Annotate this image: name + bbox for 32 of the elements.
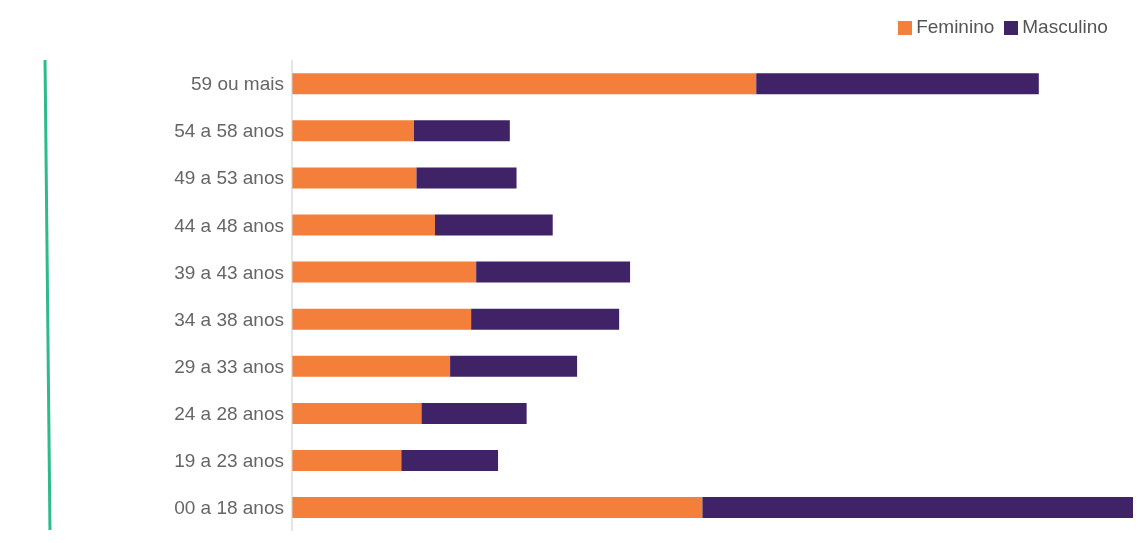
bar <box>401 449 499 471</box>
y-tick-label: 49 a 53 anos <box>174 167 284 189</box>
y-tick-label: 34 a 38 anos <box>174 308 284 330</box>
legend-label: Masculino <box>1022 16 1108 37</box>
bar <box>756 73 1039 95</box>
bar <box>292 167 417 189</box>
bar <box>450 355 578 377</box>
bar <box>292 449 402 471</box>
bar <box>476 261 631 283</box>
bar <box>292 73 757 95</box>
bar <box>416 167 517 189</box>
bar <box>434 214 553 236</box>
y-tick-label: 19 a 23 anos <box>174 450 284 472</box>
y-tick-label: 29 a 33 anos <box>174 355 284 377</box>
bar <box>292 308 472 330</box>
bar <box>702 497 1133 519</box>
bar <box>292 214 435 236</box>
bar <box>292 120 414 142</box>
bar <box>413 120 510 142</box>
bar <box>292 497 703 519</box>
y-tick-label: 39 a 43 anos <box>174 261 284 283</box>
y-tick-label: 00 a 18 anos <box>174 497 284 519</box>
y-tick-label: 59 ou mais <box>191 73 284 95</box>
bar <box>471 308 620 330</box>
bar <box>421 402 527 424</box>
y-tick-label: 24 a 28 anos <box>174 402 284 424</box>
bar <box>292 261 477 283</box>
legend-label: Feminino <box>916 16 995 37</box>
bar <box>292 355 451 377</box>
y-tick-label: 54 a 58 anos <box>174 120 284 142</box>
y-tick-label: 44 a 48 anos <box>174 214 284 236</box>
bar <box>292 402 422 424</box>
